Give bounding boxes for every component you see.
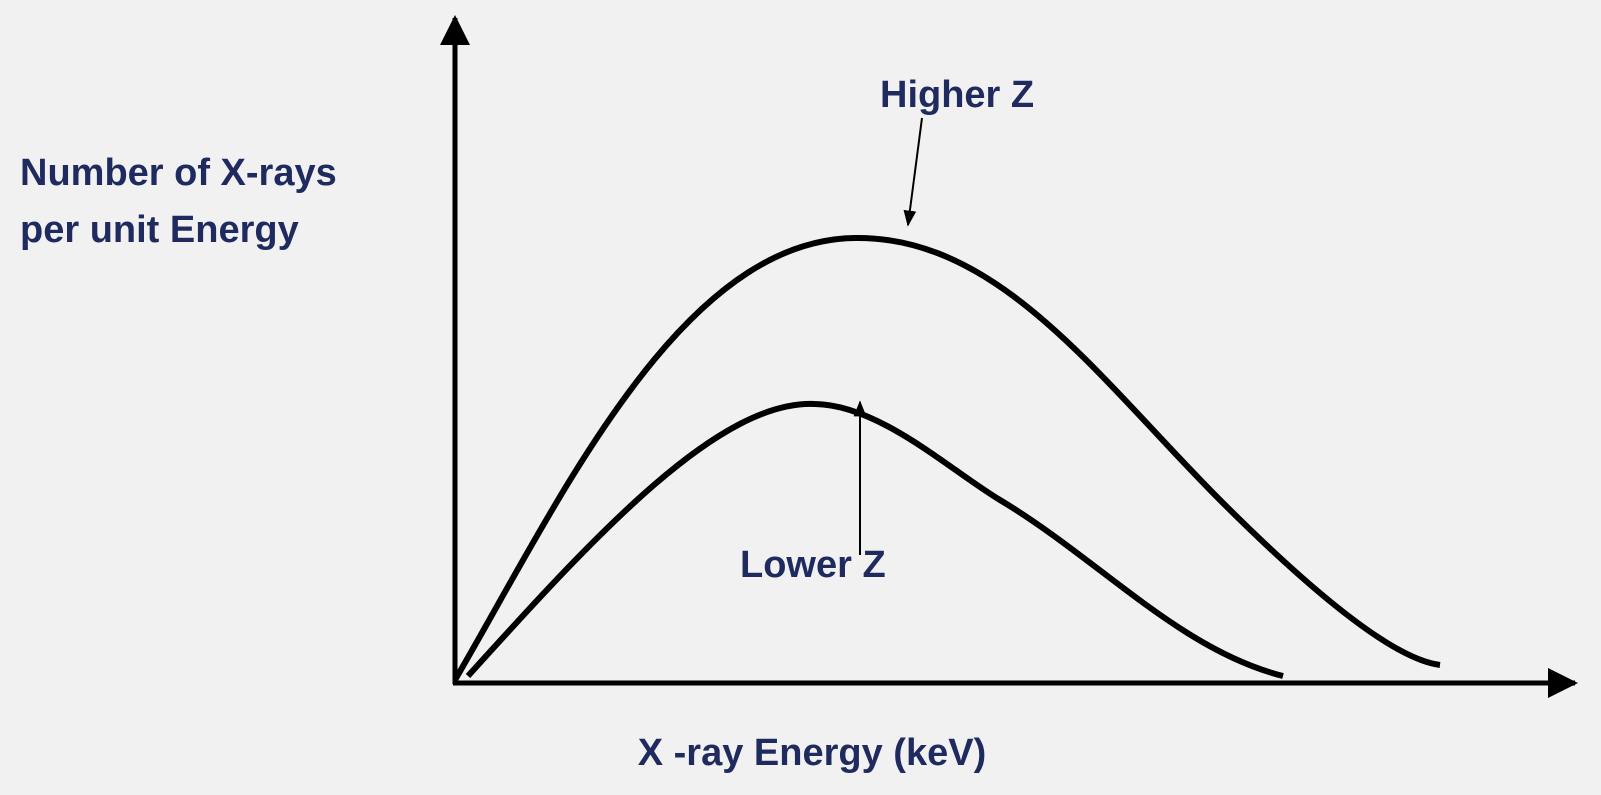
lower-z-curve xyxy=(465,400,1284,679)
x-axis-label: X -ray Energy (keV) xyxy=(638,732,986,774)
y-axis-label: per unit Energy xyxy=(20,209,299,251)
y-axis-label: Number of X-rays xyxy=(20,152,337,194)
annotation: Higher Z xyxy=(880,74,1034,116)
higher-z-pointer xyxy=(903,117,923,227)
annotation: Lower Z xyxy=(740,544,886,586)
higher-z-curve xyxy=(452,234,1441,682)
